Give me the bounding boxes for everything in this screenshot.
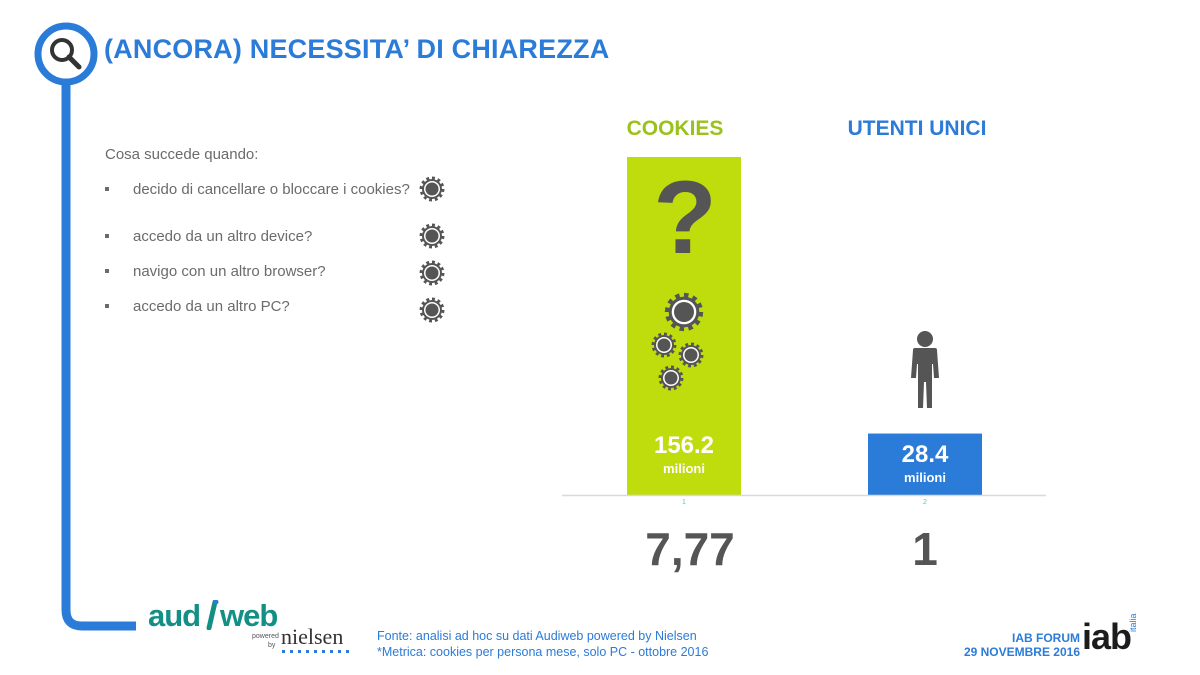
bar-unit-utenti-unici: milioni xyxy=(904,470,946,485)
bullet-marker xyxy=(105,187,109,191)
bar-value-utenti-unici: 28.4 xyxy=(901,441,949,468)
bullet-text: decido di cancellare o bloccare i cookie… xyxy=(133,181,410,198)
x-tick-label: 1 xyxy=(682,499,686,506)
gear-icon xyxy=(419,297,445,323)
bar-unit-cookies: milioni xyxy=(663,461,705,476)
audiweb-logo: aud web powered by nielsen xyxy=(148,598,358,658)
timeline-rail xyxy=(34,22,136,631)
audiweb-wordmark-aud: aud xyxy=(148,598,201,633)
bar-utenti-unici xyxy=(868,433,982,495)
audiweb-wordmark-web: web xyxy=(220,598,278,633)
iab-italia-label: italia xyxy=(1128,613,1138,632)
event-info: IAB FORUM 29 NOVEMBRE 2016 xyxy=(940,631,1080,659)
powered-by-label-by: by xyxy=(268,642,276,649)
ratio-label-cookies: 7,77 xyxy=(645,523,735,575)
bullet-marker xyxy=(105,269,109,273)
iab-wordmark: iab xyxy=(1082,616,1132,657)
bar-value-cookies: 156.2 xyxy=(653,432,715,459)
gear-icon xyxy=(419,223,445,249)
powered-by-label: powered xyxy=(252,633,279,640)
gear-icon xyxy=(419,176,445,202)
gear-icon xyxy=(419,260,445,286)
search-icon xyxy=(50,38,82,70)
gear-icon xyxy=(678,342,704,368)
category-label-utenti-unici: UTENTI UNICI xyxy=(847,117,987,140)
event-date: 29 NOVEMBRE 2016 xyxy=(963,645,1080,659)
person-icon xyxy=(911,331,939,408)
ratio-label-utenti-unici: 1 xyxy=(912,523,938,575)
bullet-marker xyxy=(105,304,109,308)
page-title: (ANCORA) NECESSITA’ DI CHIAREZZA xyxy=(104,34,610,64)
gear-icon xyxy=(651,332,677,358)
bar-chart xyxy=(562,157,1046,497)
metric-line: *Metrica: cookies per persona mese, solo… xyxy=(377,645,709,659)
iab-logo: iab italia xyxy=(1082,613,1152,662)
gear-icon xyxy=(664,292,704,332)
category-label-cookies: COOKIES xyxy=(626,117,724,140)
gear-icon xyxy=(658,365,684,391)
nielsen-logo: nielsen xyxy=(281,624,344,649)
source-line: Fonte: analisi ad hoc su dati Audiweb po… xyxy=(377,629,697,643)
x-tick-label: 2 xyxy=(923,499,927,506)
intro-text: Cosa succede quando: xyxy=(105,146,259,163)
footer-source: Fonte: analisi ad hoc su dati Audiweb po… xyxy=(377,628,708,660)
bullet-text: accedo da un altro device? xyxy=(133,228,313,245)
bullet-marker xyxy=(105,234,109,238)
question-mark-icon: ? xyxy=(653,160,717,276)
audiweb-wordmark-slash xyxy=(205,599,219,631)
event-name: IAB FORUM xyxy=(1012,631,1080,645)
bullet-text: navigo con un altro browser? xyxy=(133,263,326,280)
nielsen-dots xyxy=(282,650,352,653)
bullet-text: accedo da un altro PC? xyxy=(133,298,290,315)
